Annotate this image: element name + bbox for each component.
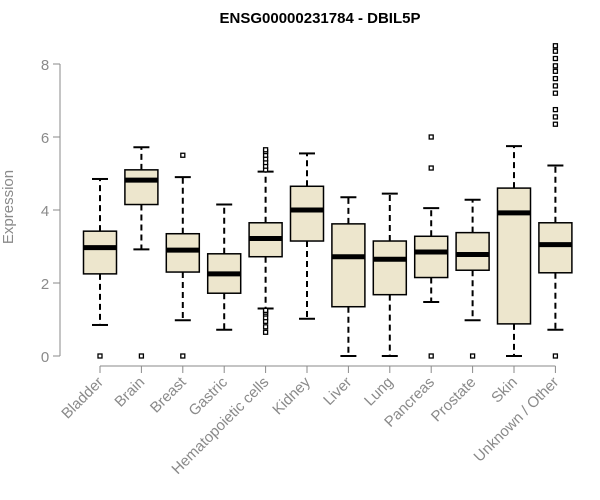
outlier-point <box>262 147 269 153</box>
box-pancreas <box>413 134 449 359</box>
outlier-point <box>552 106 559 113</box>
outlier-point <box>552 43 559 49</box>
y-tick-label: 4 <box>41 203 49 220</box>
box-hematopoietic-cells <box>248 147 283 335</box>
iqr-box <box>331 223 366 308</box>
iqr-box <box>82 230 118 275</box>
outlier-point <box>180 353 186 359</box>
box-kidney <box>289 152 325 320</box>
x-tick-label: Brain <box>111 374 148 411</box>
box-lung <box>372 192 408 357</box>
iqr-box <box>372 240 408 296</box>
outlier-point <box>428 165 434 171</box>
box-prostate <box>455 198 490 359</box>
y-tick-label: 8 <box>41 57 49 74</box>
outlier-point <box>97 353 103 359</box>
outlier-point <box>428 353 434 359</box>
box-liver <box>331 196 366 357</box>
boxes <box>82 43 573 359</box>
iqr-box <box>538 222 573 274</box>
x-tick-label: Bladder <box>58 374 107 423</box>
box-bladder <box>82 177 118 359</box>
outlier-point <box>262 324 269 330</box>
x-tick-label: Skin <box>488 374 521 407</box>
y-tick-label: 6 <box>41 130 49 147</box>
x-tick-label: Kidney <box>269 373 314 418</box>
outlier-point <box>552 353 559 359</box>
iqr-box <box>165 232 201 273</box>
box-breast <box>165 152 201 359</box>
outlier-point <box>552 83 559 89</box>
chart-title: ENSG00000231784 - DBIL5P <box>220 10 421 27</box>
box-unknown-other <box>538 43 573 359</box>
x-tick-label: Prostate <box>428 374 480 426</box>
outlier-point <box>552 114 559 120</box>
outlier-point <box>262 307 269 314</box>
iqr-box <box>496 187 532 325</box>
outlier-point <box>180 152 186 158</box>
iqr-box <box>455 231 490 271</box>
y-tick-label: 0 <box>41 349 49 366</box>
iqr-box <box>124 169 159 206</box>
outlier-point <box>428 134 434 140</box>
outlier-point <box>262 329 269 335</box>
outlier-point <box>552 75 559 82</box>
outlier-point <box>552 63 559 69</box>
outlier-point <box>552 90 559 96</box>
x-tick-label: Lung <box>361 374 397 410</box>
y-tick-label: 2 <box>41 276 49 293</box>
outlier-point <box>552 68 559 74</box>
x-tick-label: Breast <box>147 373 190 416</box>
outlier-point <box>138 353 145 359</box>
y-axis: 0 2 4 6 8 <box>41 57 61 366</box>
outlier-point <box>552 121 559 127</box>
y-axis-label: Expression <box>0 170 17 244</box>
iqr-box <box>289 185 325 242</box>
iqr-box <box>413 235 449 279</box>
box-brain <box>124 146 159 359</box>
outlier-point <box>469 353 476 359</box>
outlier-point <box>552 48 559 54</box>
outlier-point <box>552 55 559 62</box>
x-tick-label: Liver <box>320 374 355 409</box>
box-gastric <box>206 203 242 331</box>
box-skin <box>496 145 532 357</box>
